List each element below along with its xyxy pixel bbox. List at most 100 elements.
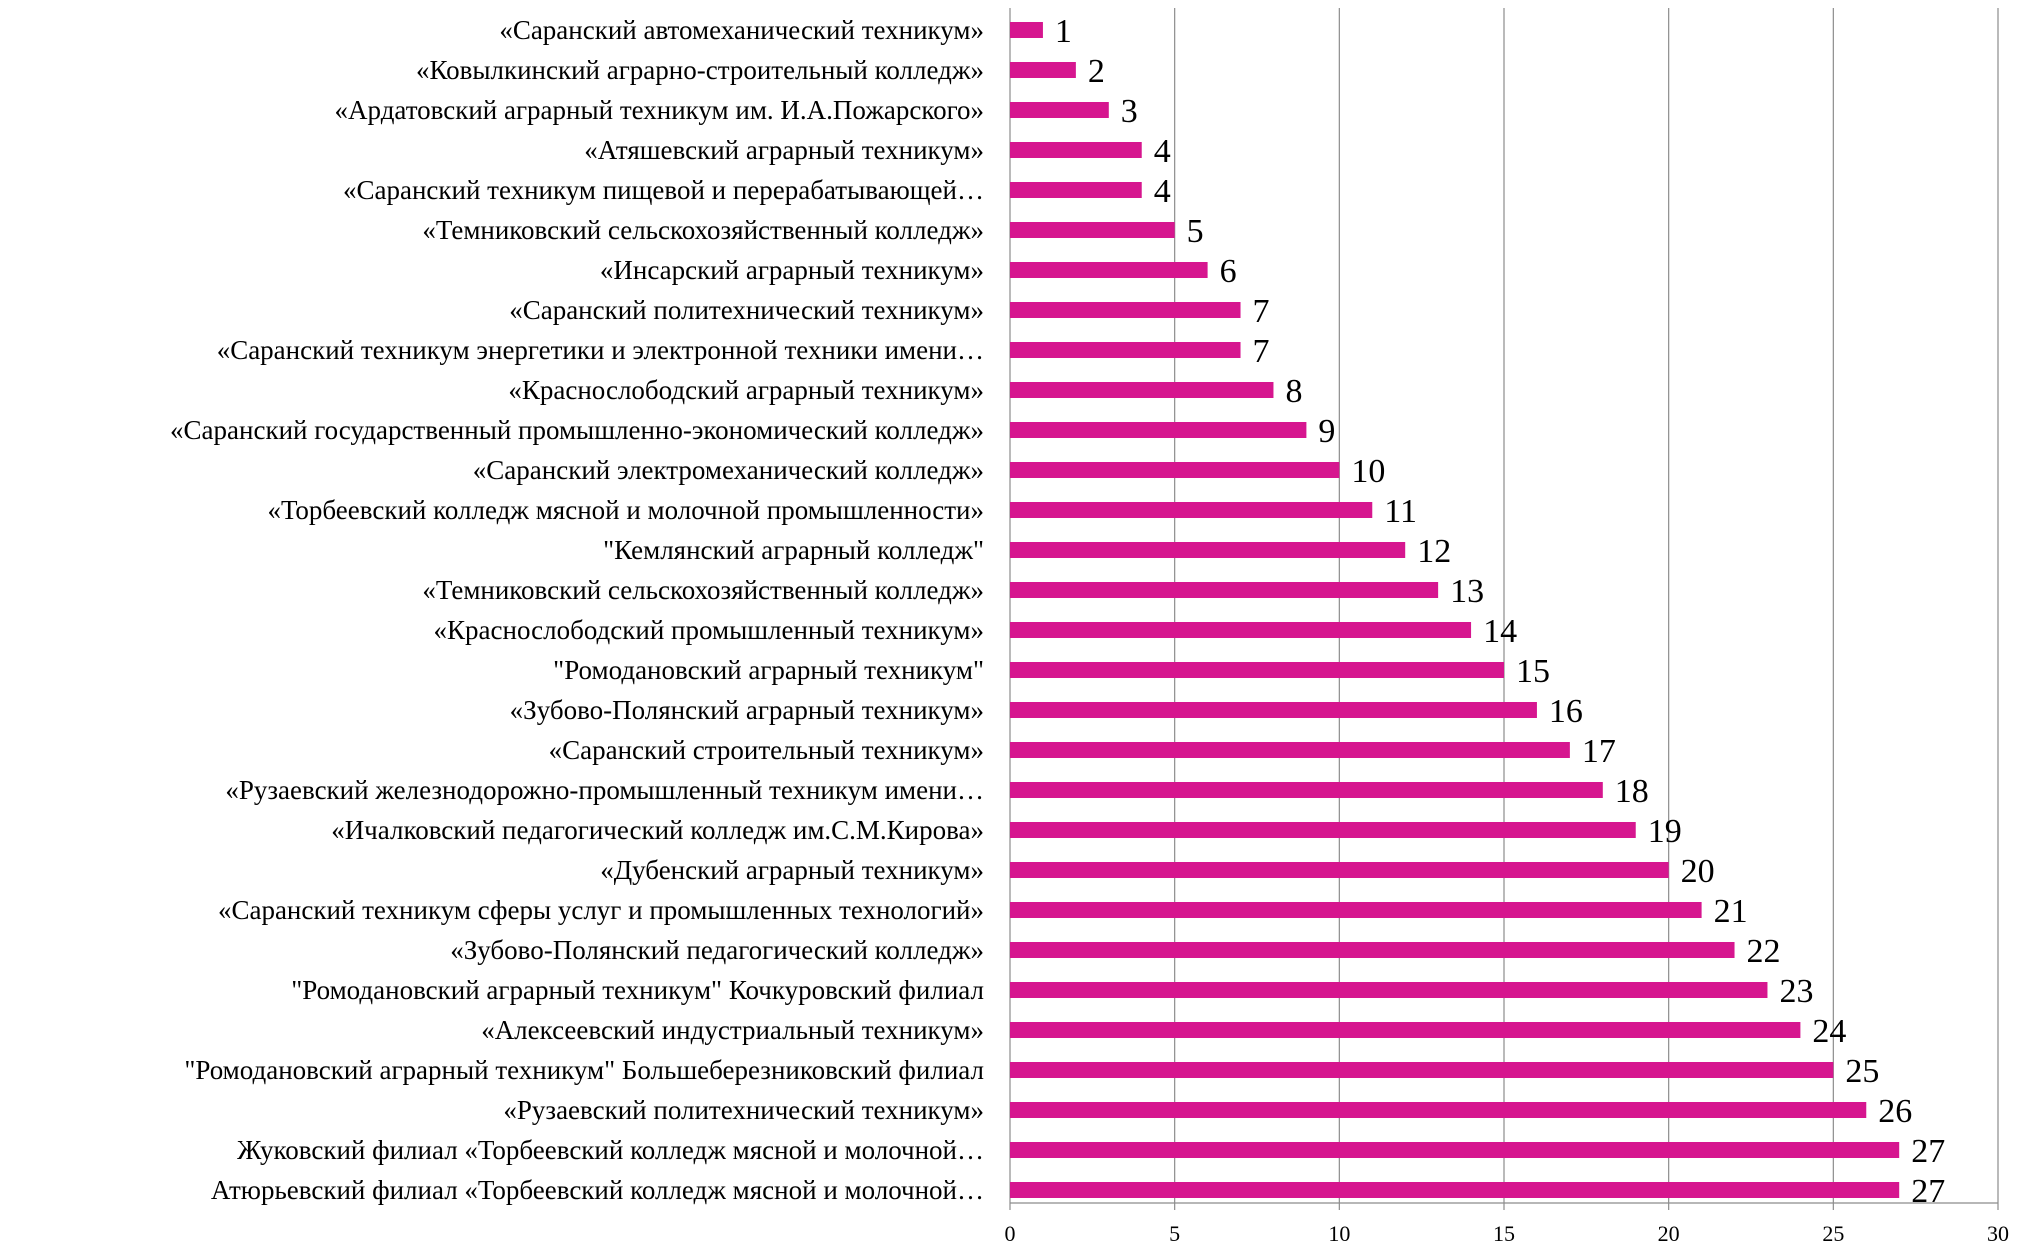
bar [1010, 1102, 1867, 1118]
x-axis: 0 5 10 15 20 25 30 [1005, 1202, 2009, 1246]
bar [1010, 262, 1208, 278]
bar [1010, 982, 1768, 998]
data-label: 17 [1582, 733, 1616, 770]
bar [1010, 382, 1274, 398]
category-label: «Саранский техникум сферы услуг и промыш… [218, 895, 984, 925]
data-label: 18 [1615, 773, 1649, 810]
category-label: «Саранский государственный промышленно-э… [170, 415, 984, 445]
category-label: «Краснослободский промышленный техникум» [434, 615, 984, 645]
category-label: «Саранский строительный техникум» [549, 735, 984, 765]
data-label: 21 [1714, 893, 1748, 930]
bar [1010, 222, 1175, 238]
data-label: 19 [1648, 813, 1682, 850]
x-tick-label: 5 [1169, 1221, 1180, 1246]
data-label: 8 [1285, 373, 1302, 410]
category-label: «Дубенский аграрный техникум» [600, 855, 984, 885]
data-label: 26 [1878, 1093, 1912, 1130]
bar [1010, 62, 1076, 78]
bar [1010, 342, 1241, 358]
data-label: 6 [1220, 253, 1237, 290]
data-label: 4 [1154, 133, 1171, 170]
category-label: "Ромодановский аграрный техникум" Больше… [184, 1055, 984, 1085]
data-label: 3 [1121, 93, 1138, 130]
data-label: 16 [1549, 693, 1583, 730]
bar [1010, 1182, 1900, 1198]
bar [1010, 502, 1373, 518]
x-tick-label: 25 [1822, 1221, 1844, 1246]
bar [1010, 742, 1570, 758]
data-label: 7 [1253, 333, 1270, 370]
data-label: 9 [1318, 413, 1335, 450]
data-label: 4 [1154, 173, 1171, 210]
data-label: 12 [1417, 533, 1451, 570]
value-labels: 1234456778910111213141516171819202122232… [1055, 13, 1945, 1210]
data-label: 27 [1911, 1173, 1945, 1210]
bar [1010, 1022, 1801, 1038]
category-labels: «Саранский автомеханический техникум» «Ко… [170, 15, 984, 1205]
category-label: «Ардатовский аграрный техникум им. И.А.П… [335, 95, 984, 125]
data-label: 20 [1681, 853, 1715, 890]
bar [1010, 862, 1669, 878]
bar [1010, 702, 1537, 718]
category-label: «Ичалковский педагогический колледж им.С… [331, 815, 984, 845]
category-label: «Рузаевский политехнический техникум» [503, 1095, 984, 1125]
category-label: "Ромодановский аграрный техникум" Кочкур… [291, 975, 984, 1005]
data-label: 15 [1516, 653, 1550, 690]
bar [1010, 462, 1340, 478]
x-tick-label: 10 [1328, 1221, 1350, 1246]
data-label: 2 [1088, 53, 1105, 90]
bar [1010, 182, 1142, 198]
data-label: 11 [1384, 493, 1417, 530]
data-label: 13 [1450, 573, 1484, 610]
bar [1010, 302, 1241, 318]
bar [1010, 102, 1109, 118]
bar [1010, 142, 1142, 158]
category-label: "Ромодановский аграрный техникум" [553, 655, 984, 685]
bar [1010, 542, 1406, 558]
category-label: «Инсарский аграрный техникум» [600, 255, 984, 285]
category-label: «Атяшевский аграрный техникум» [584, 135, 984, 165]
bar [1010, 582, 1439, 598]
category-label: «Ковылкинский аграрно-строительный колле… [416, 55, 984, 85]
grid-lines [1009, 8, 1999, 1203]
x-tick-label: 20 [1658, 1221, 1680, 1246]
category-label: «Темниковский сельскохозяйственный колле… [422, 215, 984, 245]
bar [1010, 782, 1603, 798]
x-tick-label: 0 [1005, 1221, 1016, 1246]
category-label: «Темниковский сельскохозяйственный колле… [422, 575, 984, 605]
data-label: 10 [1351, 453, 1385, 490]
category-label: «Торбеевский колледж мясной и молочной п… [267, 495, 984, 525]
x-tick-label: 15 [1493, 1221, 1515, 1246]
data-label: 24 [1812, 1013, 1846, 1050]
data-label: 23 [1779, 973, 1813, 1010]
category-label: «Зубово-Полянский аграрный техникум» [510, 695, 984, 725]
data-label: 27 [1911, 1133, 1945, 1170]
data-label: 14 [1483, 613, 1517, 650]
category-label: Жуковский филиал «Торбеевский колледж мя… [237, 1135, 984, 1165]
category-label: «Саранский электромеханический колледж» [473, 455, 984, 485]
category-label: «Саранский автомеханический техникум» [499, 15, 984, 45]
category-label: «Зубово-Полянский педагогический колледж… [450, 935, 984, 965]
category-label: «Краснослободский аграрный техникум» [508, 375, 984, 405]
bar [1010, 422, 1307, 438]
bar [1010, 622, 1472, 638]
data-label: 7 [1253, 293, 1270, 330]
x-tick-label: 30 [1987, 1221, 2009, 1246]
bars [1010, 22, 1900, 1198]
bar [1010, 1142, 1900, 1158]
category-label: «Рузаевский железнодорожно-промышленный … [225, 775, 984, 805]
category-label: «Саранский техникум энергетики и электро… [217, 335, 984, 365]
category-label: «Саранский техникум пищевой и перерабаты… [343, 175, 984, 205]
category-label: Атюрьевский филиал «Торбеевский колледж … [211, 1175, 984, 1205]
bar [1010, 902, 1702, 918]
data-label: 22 [1747, 933, 1781, 970]
bar [1010, 942, 1735, 958]
category-label: «Алексеевский индустриальный техникум» [481, 1015, 984, 1045]
bar [1010, 1062, 1834, 1078]
category-label: «Саранский политехнический техникум» [509, 295, 984, 325]
data-label: 1 [1055, 13, 1072, 50]
data-label: 5 [1187, 213, 1204, 250]
bar [1010, 22, 1043, 38]
